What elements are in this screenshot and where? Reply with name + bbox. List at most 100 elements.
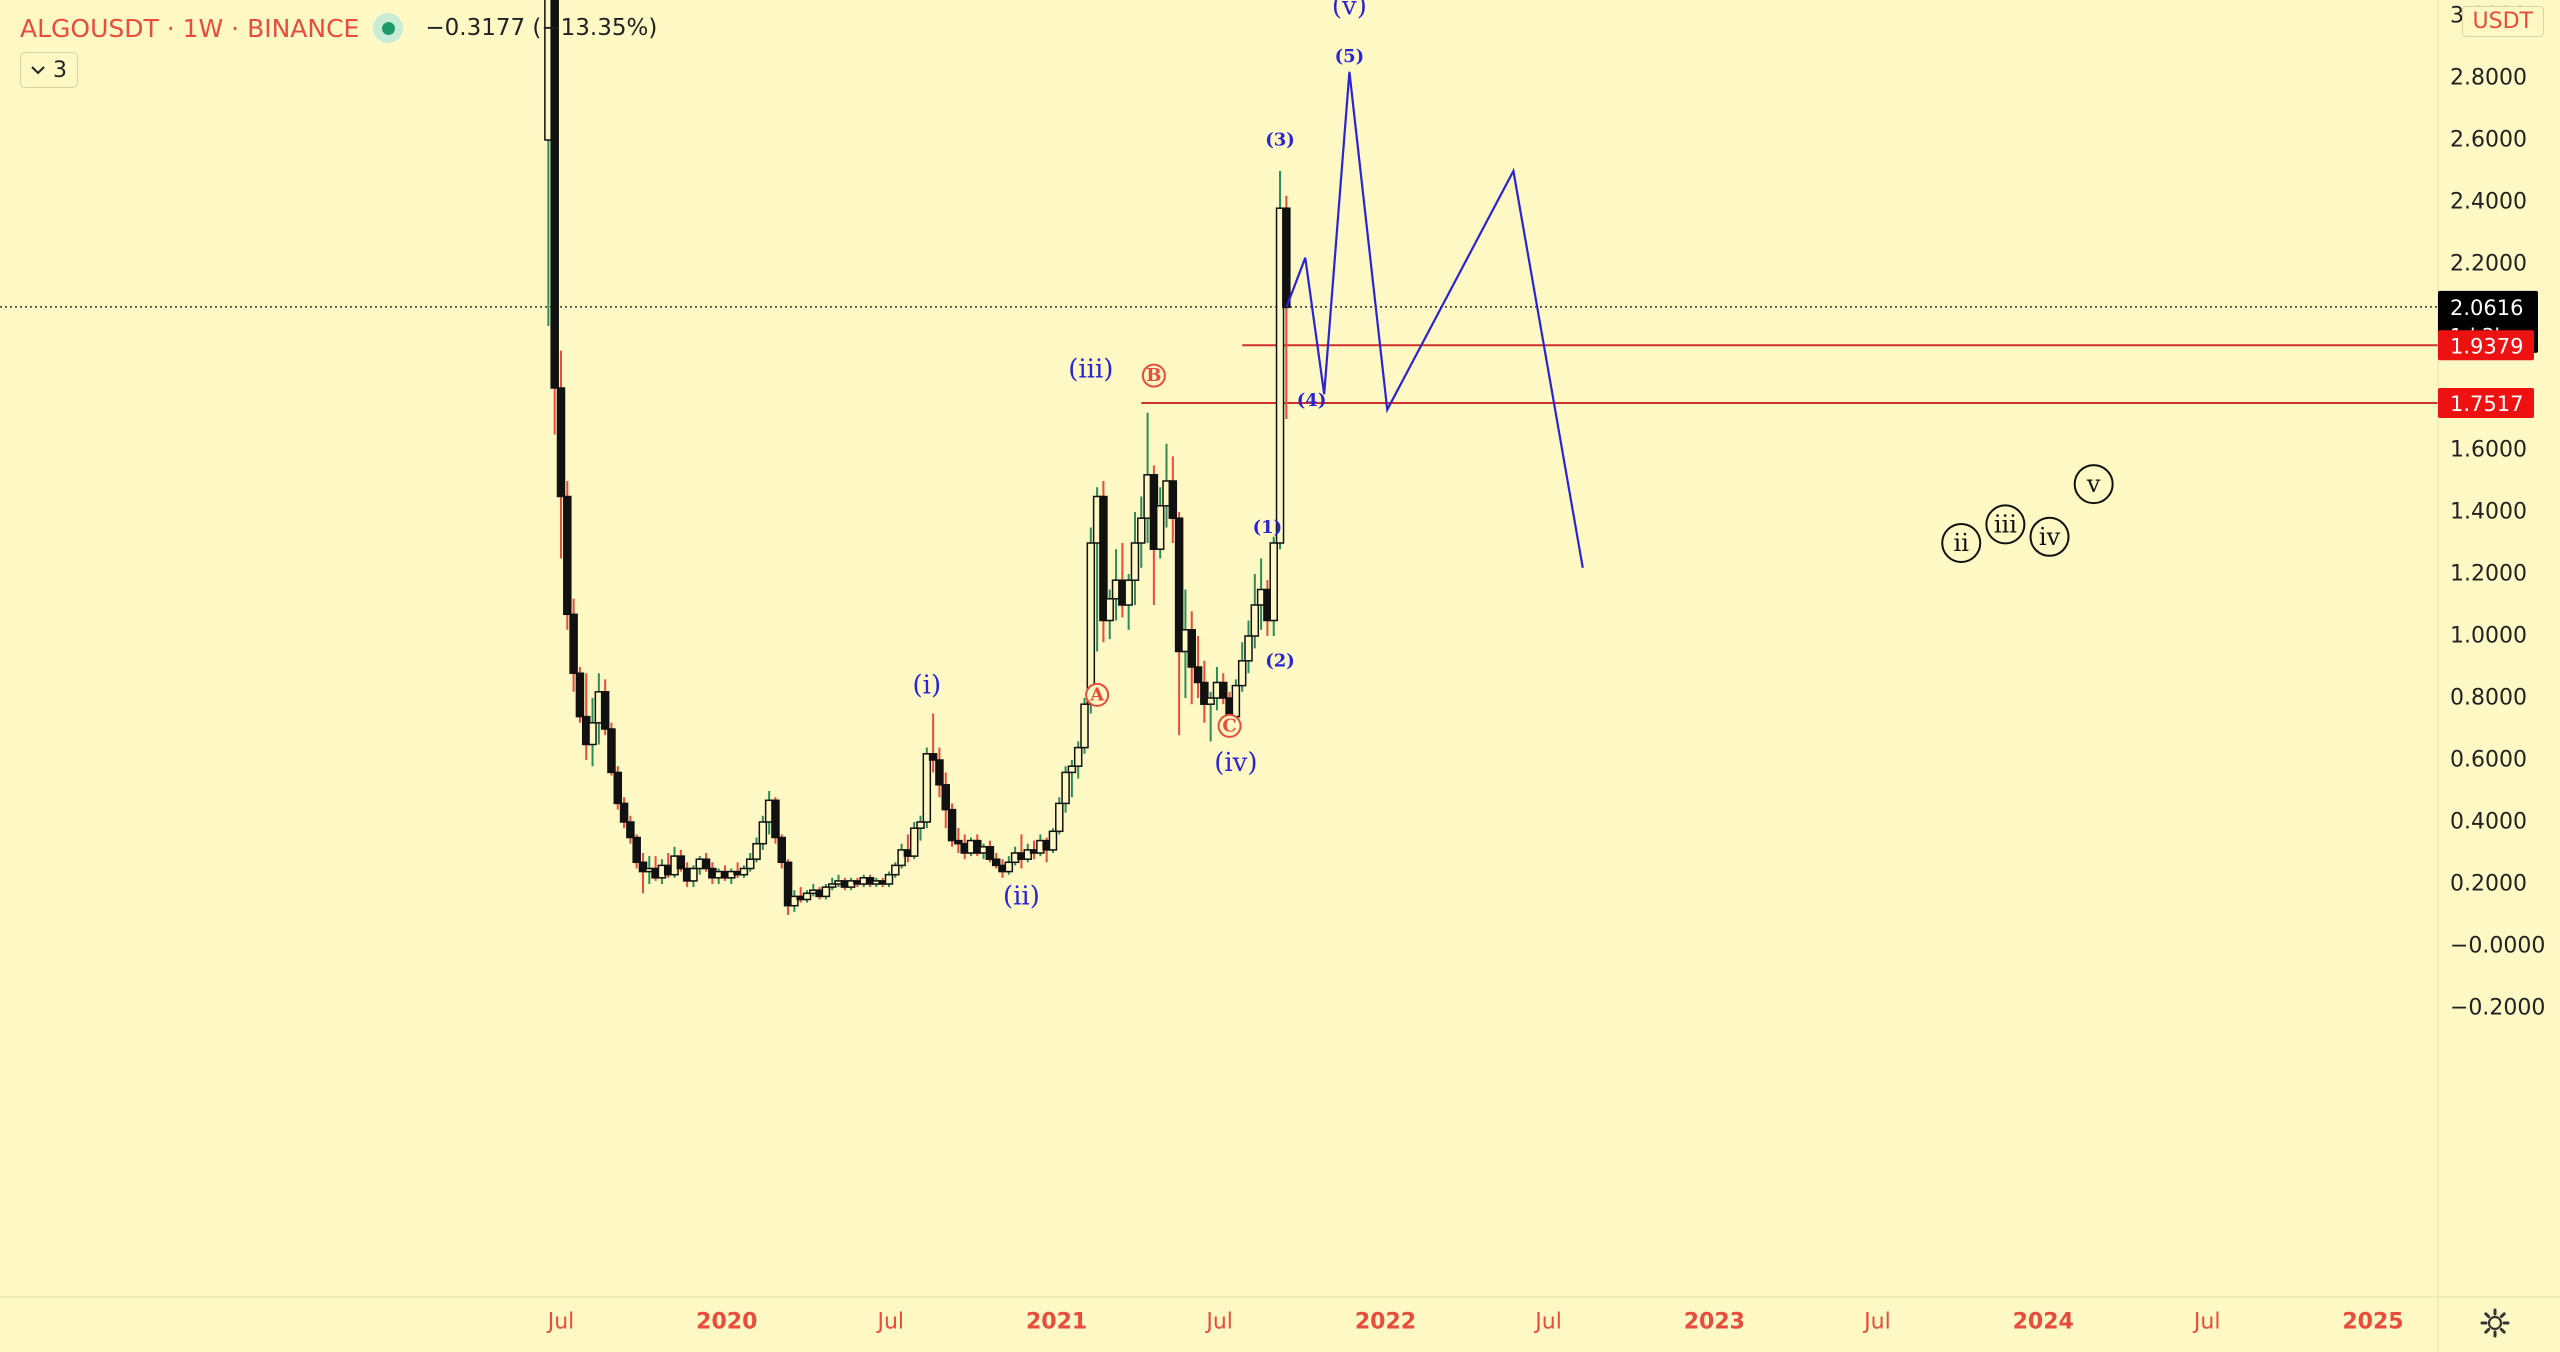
candle[interactable] [1080, 698, 1089, 754]
wave-label[interactable]: (ii) [1003, 881, 1040, 911]
indicators-toggle-button[interactable]: 3 [20, 52, 78, 88]
candle[interactable] [1130, 512, 1140, 605]
wave-label[interactable]: ii [1941, 523, 1982, 563]
wave-label[interactable]: B [1141, 363, 1166, 388]
candle[interactable] [575, 667, 585, 723]
candle[interactable] [947, 803, 957, 847]
level-price-box [2438, 387, 2534, 418]
wave-label-text: (iii) [1068, 354, 1113, 384]
wave-projection-line[interactable] [1285, 71, 1584, 568]
wave-label[interactable]: (2) [1265, 650, 1295, 671]
candle[interactable] [689, 865, 698, 888]
candle-body [745, 858, 755, 870]
candle[interactable] [1105, 589, 1114, 640]
candle[interactable] [1193, 636, 1203, 698]
candle[interactable] [771, 797, 780, 844]
candle[interactable] [1073, 741, 1083, 779]
candle[interactable] [1055, 797, 1064, 835]
candle[interactable] [1067, 760, 1077, 798]
candle[interactable] [556, 350, 566, 559]
candle[interactable] [1250, 574, 1260, 649]
candle[interactable] [991, 853, 1001, 869]
wave-label-text: (3) [1265, 130, 1295, 151]
candle[interactable] [1099, 481, 1108, 643]
candle[interactable] [626, 815, 635, 844]
wave-label[interactable]: (iv) [1214, 748, 1257, 778]
currency-button[interactable]: USDT [2461, 6, 2544, 37]
candle[interactable] [928, 713, 938, 773]
candle[interactable] [1004, 856, 1014, 875]
candle[interactable] [569, 598, 578, 692]
wave-label[interactable]: (i) [913, 671, 942, 701]
candle[interactable] [897, 843, 906, 869]
candle[interactable] [1124, 574, 1133, 630]
candle[interactable] [1206, 691, 1215, 742]
candle[interactable] [1187, 611, 1196, 705]
candle[interactable] [727, 868, 736, 885]
candle[interactable] [1155, 487, 1165, 559]
candle[interactable] [922, 747, 932, 829]
wave-label[interactable]: (iii) [1068, 354, 1113, 384]
candle[interactable] [827, 877, 837, 891]
candle[interactable] [1200, 660, 1209, 723]
candle-body [607, 728, 616, 774]
candle[interactable] [1023, 843, 1032, 863]
candle-body [790, 895, 799, 907]
wave-label[interactable]: (v) [1332, 0, 1367, 22]
candle[interactable] [1061, 766, 1070, 813]
time-tick-label: Jul [1533, 1310, 1562, 1335]
wave-label[interactable]: iii [1985, 504, 2026, 545]
level-price-label: 1.9379 [2450, 334, 2523, 358]
candle[interactable] [588, 698, 597, 767]
candle[interactable] [613, 766, 623, 810]
candle[interactable] [821, 884, 831, 900]
candle[interactable] [1048, 828, 1058, 853]
candle[interactable] [1219, 673, 1228, 705]
candle[interactable] [701, 853, 711, 872]
wave-label[interactable]: A [1085, 682, 1110, 707]
candle[interactable] [739, 865, 749, 878]
candle[interactable] [783, 859, 793, 915]
candle[interactable] [985, 840, 995, 863]
wave-label[interactable]: iv [2029, 516, 2070, 557]
wave-label[interactable]: v [2073, 464, 2114, 505]
candle[interactable] [632, 834, 641, 869]
candle[interactable] [1275, 171, 1285, 550]
candle[interactable] [884, 871, 894, 888]
wave-label[interactable]: (4) [1297, 390, 1327, 411]
symbol-title[interactable]: ALGOUSDT · 1W · BINANCE [20, 13, 360, 43]
candle[interactable] [563, 481, 572, 630]
candle[interactable] [954, 828, 963, 853]
candle[interactable] [752, 837, 761, 863]
candle[interactable] [745, 853, 755, 872]
candle[interactable] [941, 772, 950, 829]
candle[interactable] [802, 890, 812, 903]
wave-label[interactable]: C [1217, 713, 1242, 738]
wave-label[interactable]: (3) [1265, 130, 1295, 151]
candle-body [1168, 480, 1178, 519]
candle[interactable] [1137, 496, 1146, 568]
candle[interactable] [909, 822, 919, 860]
wave-label[interactable]: (5) [1335, 46, 1365, 67]
candle[interactable] [758, 815, 768, 850]
candle[interactable] [777, 834, 787, 869]
chart-settings-button[interactable] [2478, 1306, 2512, 1340]
candle[interactable] [607, 722, 616, 776]
candle[interactable] [638, 853, 648, 894]
candle[interactable] [790, 890, 799, 912]
candle[interactable] [916, 815, 925, 841]
candle[interactable] [600, 679, 610, 736]
wave-label[interactable]: (1) [1253, 517, 1283, 538]
candle[interactable] [891, 862, 900, 878]
wave-label-text: v [2086, 470, 2101, 498]
candle[interactable] [1168, 456, 1178, 543]
candle[interactable] [935, 747, 944, 798]
candle[interactable] [676, 849, 686, 872]
candle[interactable] [1237, 642, 1247, 692]
candle[interactable] [1244, 620, 1253, 674]
candle[interactable] [619, 797, 629, 829]
candle[interactable] [1269, 536, 1278, 636]
candle[interactable] [1174, 512, 1184, 736]
candle[interactable] [550, 0, 559, 435]
